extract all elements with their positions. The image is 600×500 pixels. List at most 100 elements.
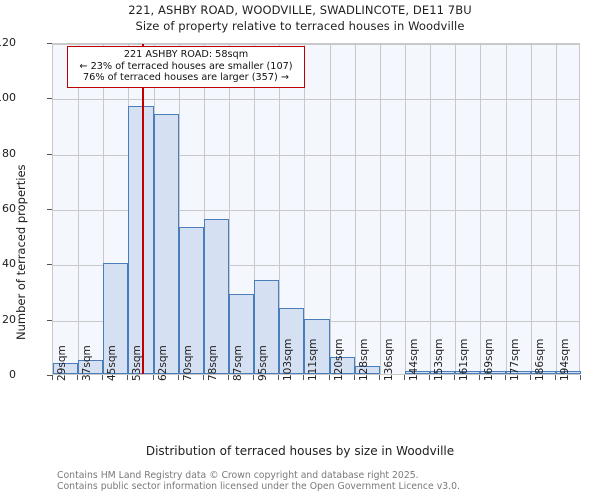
x-axis-tick-label: 37sqm [81,345,94,381]
footer-line-1: Contains HM Land Registry data © Crown c… [57,470,419,481]
gridline-vertical [555,44,557,374]
x-axis-tick [378,375,380,380]
gridline-vertical [103,44,105,374]
x-axis-tick [529,375,531,380]
gridline-vertical [379,44,381,374]
x-axis-tick [253,375,255,380]
y-axis-tick-label: 60 [2,202,16,215]
footer-line-2: Contains public sector information licen… [57,481,460,492]
y-axis-tick [47,209,52,210]
histogram-bar [103,263,129,374]
bar-series [53,44,581,374]
gridline-horizontal [53,44,579,45]
annotation-line-1: 221 ASHBY ROAD: 58sqm [123,49,249,60]
x-axis-tick-label: 128sqm [357,338,370,381]
histogram-bar [279,307,305,374]
histogram-bar [178,227,204,374]
y-axis-tick [47,98,52,100]
histogram-bar [329,357,355,374]
gridline-vertical [78,44,80,374]
gridline-vertical [480,44,482,374]
x-axis-tick-label: 103sqm [282,338,295,381]
y-axis-title: Number of terraced properties [14,164,28,340]
x-axis-tick-label: 45sqm [106,345,119,381]
gridline-vertical [203,44,205,374]
x-axis-tick [278,375,280,380]
histogram-bar [455,371,481,374]
histogram-bar [78,360,104,374]
x-axis-tick [102,375,104,380]
x-axis-tick [429,375,431,380]
x-axis-tick-label: 95sqm [257,345,270,381]
y-axis-tick-label: 100 [0,91,16,105]
x-axis-tick [52,375,53,380]
x-axis-title: Distribution of terraced houses by size … [145,444,455,458]
gridline-vertical [530,44,532,374]
x-axis-tick [479,375,481,380]
page-subtitle: Size of property relative to terraced ho… [135,19,465,33]
x-axis-tick-label: 177sqm [508,338,521,381]
gridline-vertical [455,44,457,374]
x-axis-tick [177,375,179,380]
gridline-vertical [254,44,256,374]
y-axis-tick-label: 120 [0,36,16,49]
y-axis-tick-label: 40 [2,257,16,271]
x-axis-tick-label: 161sqm [458,338,471,381]
x-axis-tick-label: 120sqm [332,338,345,381]
histogram-bar [304,318,330,374]
x-axis-tick [228,375,229,380]
gridline-vertical [178,44,180,374]
page-title: 221, ASHBY ROAD, WOODVILLE, SWADLINCOTE,… [128,3,472,17]
x-axis-tick-label: 70sqm [181,345,194,381]
x-axis-tick [353,375,355,380]
x-axis-tick [202,375,204,380]
x-axis-tick [152,375,154,380]
x-axis-tick-label: 144sqm [408,338,420,381]
x-axis-tick-label: 111sqm [307,338,320,381]
x-axis-tick [328,375,330,380]
gridline-vertical [405,44,406,374]
gridline-vertical [279,44,281,374]
annotation-line-2: ← 23% of terraced houses are smaller (10… [79,60,293,72]
x-axis-tick [303,375,305,380]
gridline-vertical [430,44,432,374]
y-axis-tick-label: 80 [2,146,16,160]
y-axis-tick [47,43,52,44]
x-axis-tick-label: 29sqm [56,345,68,381]
x-axis-tick-label: 194sqm [558,338,571,381]
gridline-horizontal [53,265,579,267]
histogram-bar [53,362,79,374]
histogram-bar [254,279,280,374]
histogram-bar [555,371,581,374]
x-axis-tick-label: 78sqm [206,345,219,381]
x-axis-tick-label: 136sqm [382,338,395,381]
gridline-vertical [304,44,306,374]
histogram-bar [203,219,229,374]
gridline-vertical [229,44,230,374]
histogram-bar [128,105,154,374]
x-axis-tick [77,375,79,380]
histogram-bar [430,371,456,374]
x-axis-tick-label: 62sqm [156,345,169,381]
plot-area [52,43,581,375]
histogram-bar [405,371,431,374]
gridline-vertical [329,44,331,374]
x-axis-tick [404,375,405,380]
x-axis-tick-label: 153sqm [433,338,446,381]
x-axis-tick [127,375,129,380]
y-axis-tick [47,264,52,266]
x-axis-tick [504,375,506,380]
y-axis-tick [47,153,52,155]
gridline-horizontal [53,210,579,211]
gridline-vertical [505,44,507,374]
x-axis-tick-label: 87sqm [232,345,244,381]
y-axis-tick [47,375,52,376]
annotation-box: 221 ASHBY ROAD: 58sqm ← 23% of terraced … [67,46,305,88]
y-axis-tick [47,319,52,321]
y-axis-tick-label: 0 [9,368,16,381]
gridline-horizontal [53,99,579,101]
x-axis-tick-label: 186sqm [533,338,546,381]
x-axis-tick [454,375,456,380]
property-marker-line [142,44,144,374]
